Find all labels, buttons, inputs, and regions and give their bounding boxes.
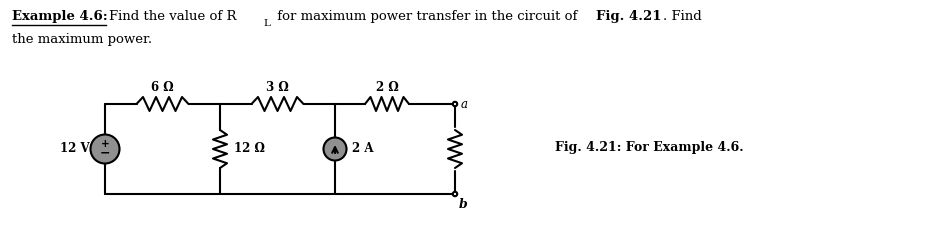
Text: 12 Ω: 12 Ω [234, 142, 265, 155]
Text: −: − [100, 147, 110, 160]
Text: 3 Ω: 3 Ω [266, 81, 289, 94]
Text: a: a [461, 97, 468, 110]
Text: b: b [459, 198, 468, 211]
Text: Fig. 4.21: Fig. 4.21 [596, 10, 662, 22]
Text: 2 A: 2 A [352, 142, 374, 155]
Circle shape [91, 135, 120, 164]
Text: 6 Ω: 6 Ω [151, 81, 173, 94]
Circle shape [324, 138, 347, 160]
Text: Find the value of R: Find the value of R [109, 10, 236, 22]
Text: L: L [263, 18, 271, 28]
Text: Fig. 4.21: For Example 4.6.: Fig. 4.21: For Example 4.6. [555, 140, 743, 154]
Text: for maximum power transfer in the circuit of: for maximum power transfer in the circui… [273, 10, 581, 22]
Circle shape [452, 192, 457, 196]
Circle shape [452, 102, 457, 106]
Text: 2 Ω: 2 Ω [375, 81, 399, 94]
Text: the maximum power.: the maximum power. [12, 33, 152, 46]
Text: Example 4.6:: Example 4.6: [12, 10, 108, 22]
Text: +: + [101, 139, 109, 149]
Text: . Find: . Find [663, 10, 702, 22]
Text: 12 V: 12 V [60, 142, 90, 155]
